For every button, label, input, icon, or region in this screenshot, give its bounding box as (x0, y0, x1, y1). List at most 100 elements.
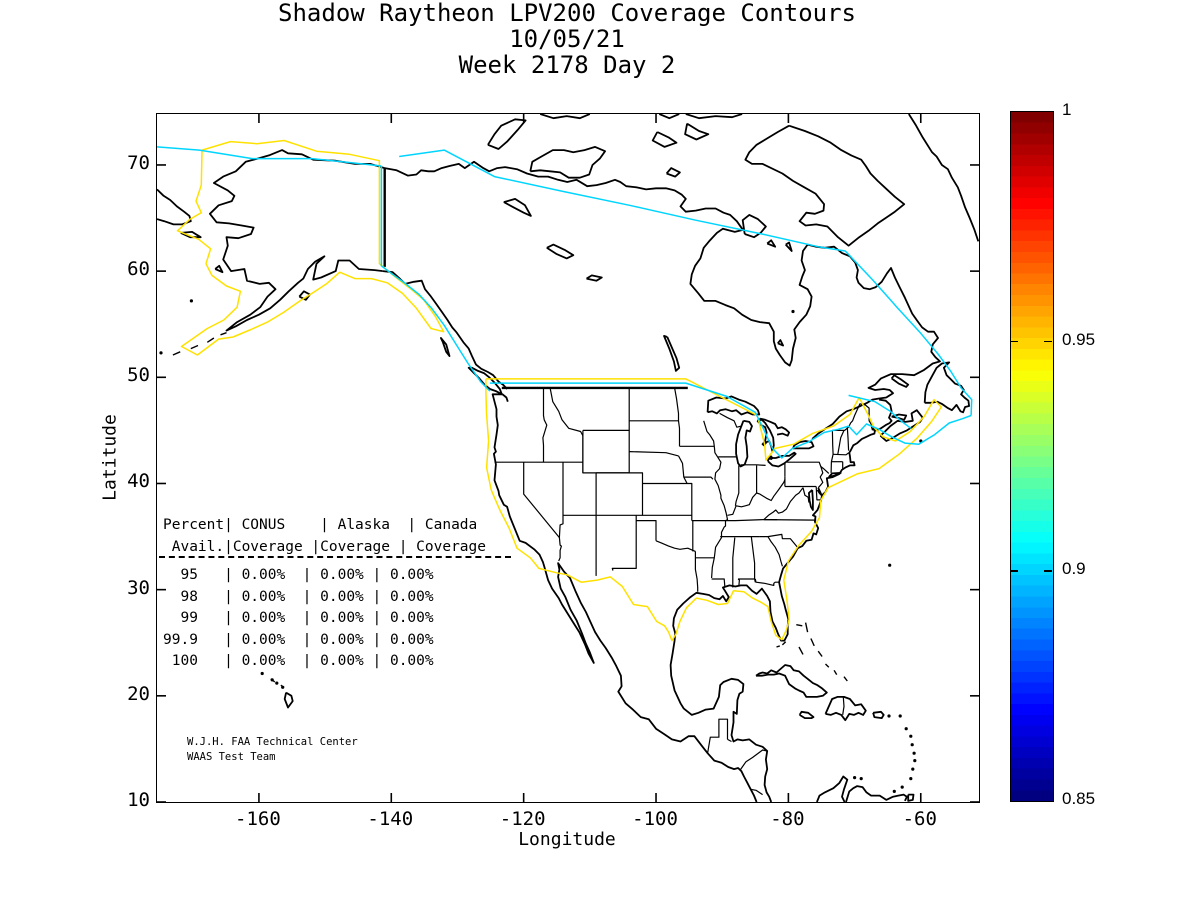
availability-table-gap (163, 558, 486, 565)
map-path-contour-cyan (157, 146, 382, 167)
map-path-state-borders (739, 749, 768, 771)
map-path-state-borders (759, 533, 799, 549)
map-dot (911, 767, 915, 771)
colorbar-tick-label: 0.85 (1062, 789, 1096, 808)
map-dot (909, 734, 913, 738)
map-dot (904, 727, 908, 731)
map-dot (912, 751, 916, 755)
map-path-coastlines (180, 231, 202, 239)
x-axis-label: Longitude (518, 829, 616, 850)
map-path-state-borders (707, 718, 729, 754)
y-tick-label: 50 (127, 364, 150, 387)
map-path-state-borders (740, 464, 766, 466)
map-path-state-borders (694, 551, 699, 592)
map-path-state-borders (523, 462, 562, 562)
map-path-state-borders (558, 462, 564, 538)
map-dot (159, 351, 163, 355)
map-dot (260, 671, 264, 676)
availability-table-header: Percent| CONUS | Alaska | Canada (163, 517, 478, 533)
colorbar-tick-mark (1010, 570, 1018, 572)
map-dot (887, 714, 891, 718)
availability-table-row: 98 | 0.00% | 0.00% | 0.00% (163, 588, 434, 605)
y-tick-label: 10 (127, 789, 150, 811)
map-path-state-borders (763, 519, 817, 521)
plot-title-line2: 10/05/21 (509, 25, 625, 53)
map-path-state-borders (732, 537, 736, 588)
map-dot (859, 777, 863, 781)
map-path-state-borders (595, 472, 644, 516)
map-path-state-borders (846, 427, 850, 451)
map-path-state-borders (611, 515, 637, 571)
availability-table-row: 100 | 0.00% | 0.00% | 0.00% (163, 653, 434, 669)
map-path-island-dashes (825, 663, 830, 668)
map-dot (888, 563, 892, 567)
map-dot (189, 299, 193, 303)
map-path-coastlines (816, 487, 823, 497)
map-path-state-borders (727, 738, 732, 743)
map-path-coastlines (157, 188, 192, 226)
map-path-coastlines (209, 149, 385, 332)
map-path-state-borders (750, 788, 763, 796)
map-layer-contour-cyan (157, 146, 973, 459)
map-path-state-borders (703, 420, 729, 579)
map-dot (791, 309, 795, 314)
map-plot-area (156, 113, 980, 803)
map-path-coastlines (440, 337, 451, 357)
map-path-coastlines (756, 417, 790, 437)
map-layer-island-dashes (172, 332, 848, 688)
map-path-state-borders (842, 696, 845, 715)
map-layer-state-borders (494, 387, 873, 796)
map-path-coastlines (777, 339, 784, 347)
map-path-coastlines (792, 440, 815, 450)
map-path-coastlines (669, 427, 876, 802)
x-tick-label: -140 (367, 808, 414, 830)
colorbar-tick-mark (1010, 340, 1018, 343)
map-path-coastlines (663, 335, 681, 372)
map-path-coastlines (808, 489, 814, 511)
map-dot (909, 777, 913, 781)
map-path-island-dashes (776, 645, 781, 648)
y-tick-label: 70 (127, 151, 150, 174)
map-path-state-borders (767, 536, 783, 567)
map-path-state-borders (677, 455, 688, 484)
y-tick-label: 40 (127, 470, 150, 493)
map-dot (275, 681, 279, 685)
map-path-coastlines (741, 214, 767, 239)
y-tick-label: 20 (127, 682, 150, 705)
x-tick-label: -120 (499, 808, 546, 830)
axis-tick-marks (157, 114, 979, 802)
map-path-coastlines (487, 118, 527, 150)
availability-table-separator (159, 556, 511, 558)
plot-title-line3: Week 2178 Day 2 (458, 51, 676, 79)
map-path-coastlines (785, 241, 793, 252)
map-path-coastlines (503, 198, 532, 217)
map-path-state-borders (833, 452, 849, 456)
colorbar-tick-mark (1044, 570, 1052, 572)
map-path-coastlines (491, 393, 758, 802)
map-dot (910, 743, 914, 747)
map-path-state-borders (815, 486, 821, 501)
map-path-state-borders (549, 387, 584, 463)
credit-text: W.J.H. FAA Technical Center WAAS Test Te… (187, 735, 358, 765)
map-path-state-borders (582, 429, 630, 474)
map-path-coastlines (382, 270, 508, 390)
map-path-state-borders (737, 578, 740, 587)
map-path-coastlines (384, 160, 941, 440)
map-path-contour-cyan (380, 166, 491, 392)
map-layer-island-dots (159, 299, 923, 794)
availability-table-row: 99.9 | 0.00% | 0.00% | 0.00% (163, 631, 434, 648)
map-path-island-dashes (817, 650, 823, 657)
map-path-state-borders (750, 536, 756, 583)
map-path-island-dashes (798, 646, 804, 655)
map-layer-coastlines (157, 114, 979, 802)
map-path-coastlines (586, 274, 603, 282)
map-dot (913, 759, 917, 763)
map-dot (270, 678, 274, 682)
map-dot (898, 714, 902, 718)
map-path-coastlines (546, 243, 575, 260)
map-path-state-borders (719, 412, 742, 428)
map-path-island-dashes (206, 337, 215, 343)
map-path-coastlines (845, 785, 908, 802)
map-path-state-borders (734, 465, 740, 506)
